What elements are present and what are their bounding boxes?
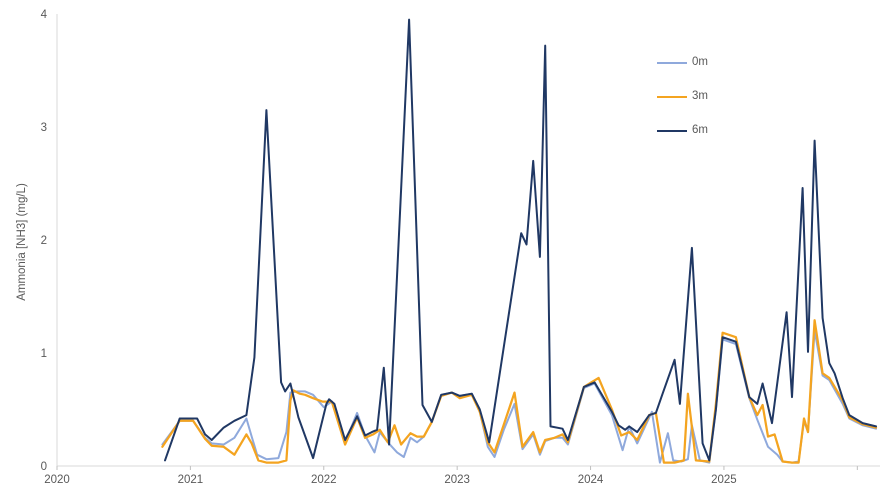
legend-swatch-6m [657,129,687,133]
y-tick-label: 1 [41,348,47,360]
x-tick-label: 2025 [711,474,737,486]
x-tick-label: 2021 [178,474,204,486]
x-tick-label: 2020 [44,474,70,486]
legend-item-3m: 3m [657,80,708,114]
series-line-0m [161,329,877,464]
legend-swatch-0m [657,61,687,65]
legend-item-6m: 6m [657,114,708,148]
series-line-3m [161,319,878,464]
y-axis-title: Ammonia [NH3] (mg/L) [16,183,28,301]
legend-label-0m: 0m [692,56,708,69]
x-tick-label: 2024 [578,474,604,486]
legend: 0m 3m 6m [657,46,708,148]
legend-swatch-3m [657,95,687,99]
y-tick-label: 4 [41,9,48,21]
y-tick-label: 2 [41,235,47,247]
legend-label-3m: 3m [692,90,708,103]
y-tick-label: 3 [41,122,47,134]
series-line-6m [164,18,877,462]
legend-label-6m: 6m [692,124,708,137]
x-tick-label: 2023 [444,474,470,486]
y-tick-label: 0 [41,461,47,473]
x-tick-label: 2022 [311,474,337,486]
legend-item-0m: 0m [657,46,708,80]
